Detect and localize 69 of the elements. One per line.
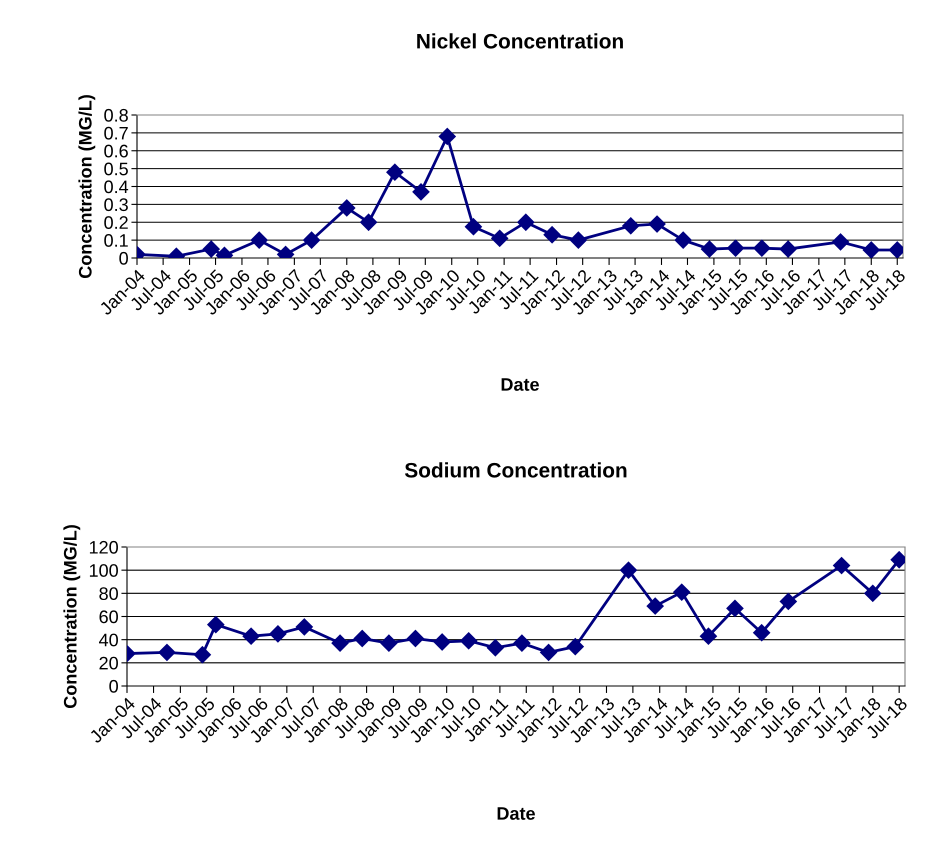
point — [386, 164, 404, 181]
point — [700, 628, 717, 645]
point — [832, 233, 850, 250]
point — [158, 644, 176, 661]
point — [674, 232, 692, 249]
y-tick-label: 0 — [119, 252, 128, 265]
y-tick-label: 0.2 — [104, 216, 128, 229]
point — [622, 217, 640, 234]
point — [460, 632, 478, 650]
point — [700, 240, 718, 258]
y-tick-label: 0.6 — [104, 144, 128, 158]
point — [780, 592, 797, 610]
y-tick-label: 40 — [99, 634, 118, 646]
point — [303, 232, 320, 249]
point — [648, 215, 666, 233]
point — [464, 218, 482, 236]
chart-title: Sodium Concentration — [404, 462, 626, 478]
point — [486, 639, 504, 656]
chart-title: Nickel Concentration — [417, 33, 623, 49]
x-axis-title: Date — [502, 378, 539, 391]
y-tick-label: 0.8 — [104, 108, 128, 122]
point — [517, 214, 534, 231]
y-axis-title: Concentration (MG/L) — [63, 525, 80, 708]
point — [250, 232, 268, 249]
point — [726, 600, 744, 617]
point — [780, 240, 797, 258]
y-tick-label: 0.7 — [104, 126, 128, 140]
point — [434, 633, 451, 651]
point — [296, 618, 313, 636]
y-tick-label: 0 — [109, 680, 118, 693]
point — [269, 625, 286, 642]
point — [566, 638, 584, 656]
point — [620, 562, 638, 579]
point — [202, 240, 220, 258]
point — [491, 230, 508, 247]
point — [360, 214, 378, 231]
point — [380, 634, 398, 652]
point — [242, 628, 260, 645]
y-tick-label: 0.1 — [104, 234, 128, 247]
y-axis-title: Concentration (MG/L) — [78, 95, 96, 278]
y-tick-label: 20 — [99, 656, 118, 670]
point — [862, 241, 880, 258]
point — [544, 226, 561, 244]
point — [406, 630, 424, 648]
y-tick-label: 100 — [90, 564, 118, 577]
point — [833, 556, 850, 574]
y-tick-label: 60 — [100, 610, 118, 624]
point — [727, 240, 744, 257]
point — [412, 183, 430, 200]
point — [332, 634, 349, 652]
point — [673, 584, 690, 601]
point — [864, 584, 882, 602]
y-tick-label: 0.4 — [104, 180, 128, 194]
point — [354, 630, 371, 648]
y-tick-label: 80 — [99, 587, 118, 600]
point — [540, 644, 558, 661]
point — [194, 646, 211, 664]
point — [570, 232, 587, 249]
point — [207, 616, 224, 634]
y-tick-label: 120 — [90, 540, 118, 554]
point — [646, 598, 664, 615]
point — [438, 128, 456, 145]
point — [753, 624, 770, 642]
y-tick-label: 0.5 — [104, 162, 128, 176]
point — [338, 199, 356, 216]
point — [753, 240, 770, 257]
y-tick-label: 0.3 — [104, 198, 128, 212]
x-axis-title: Date — [498, 807, 535, 820]
point — [513, 634, 530, 652]
